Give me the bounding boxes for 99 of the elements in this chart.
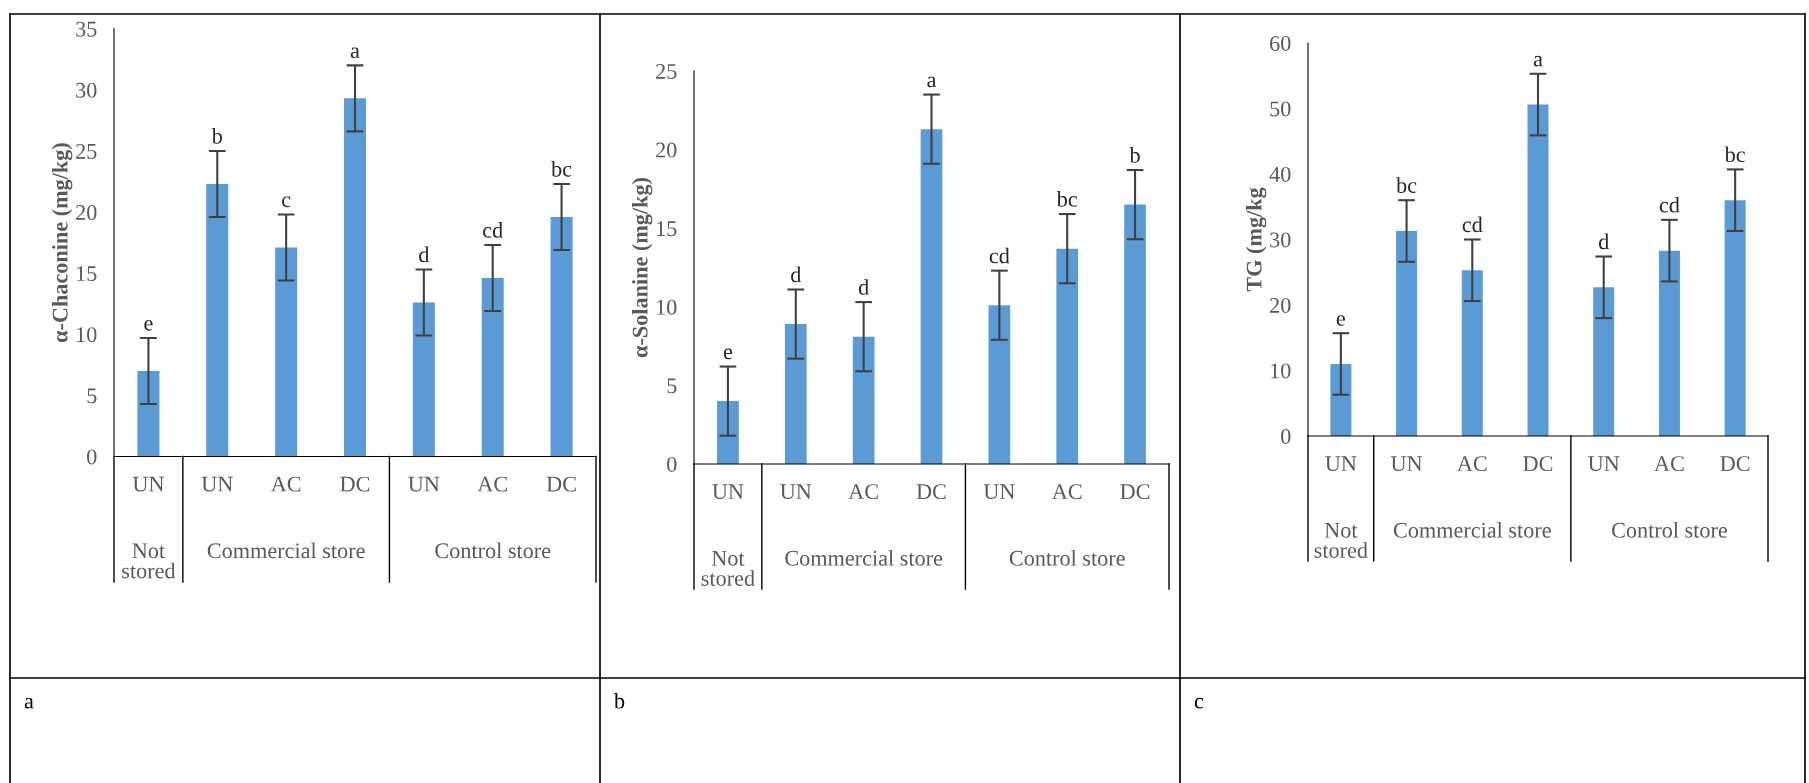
bar (920, 129, 943, 464)
text: Control store (435, 542, 551, 559)
text: Not stored (701, 550, 755, 586)
x-tick-label: UN (201, 476, 233, 492)
text: Commercial store (785, 550, 943, 566)
data-label: c (282, 196, 291, 208)
y-tick-label: 0 (1281, 428, 1291, 444)
x-tick-label: DC (1120, 484, 1150, 500)
y-tick-label: 10 (77, 327, 97, 343)
bar (1124, 204, 1146, 464)
text: Commercial store (207, 542, 365, 559)
y-tick-label: 10 (1271, 363, 1291, 379)
y-axis-title: α-Chaconine (mg/kg) (52, 143, 73, 343)
data-label: e (723, 348, 733, 360)
x-tick-label: DC (1523, 456, 1553, 472)
data-label: d (858, 279, 869, 295)
text: Not stored (122, 543, 176, 579)
y-tick-label: 30 (1270, 232, 1291, 248)
data-label: e (1336, 315, 1346, 326)
x-tick-label: DC (340, 476, 370, 492)
x-tick-label: AC (1457, 456, 1487, 472)
y-tick-label: 40 (1269, 166, 1291, 182)
y-tick-label: 30 (76, 82, 97, 98)
bar (481, 278, 504, 457)
y-tick-label: 25 (76, 143, 97, 159)
bar (412, 302, 435, 457)
y-tick-label: 25 (656, 63, 677, 79)
x-tick-label: UN (712, 484, 744, 500)
data-label: cd (1659, 196, 1680, 213)
y-axis-title: α-Solanine (mg/kg) (632, 178, 653, 358)
data-label: cd (989, 247, 1010, 264)
x-tick-label: AC (477, 476, 507, 492)
text: Control store (1612, 522, 1727, 538)
bar (1724, 200, 1746, 436)
y-tick-label: 50 (1270, 101, 1291, 117)
x-tick-label: UN (983, 484, 1015, 500)
text: Commercial store (1393, 522, 1551, 538)
x-tick-label: UN (1588, 456, 1620, 472)
y-tick-label: 10 (657, 299, 677, 315)
data-label: d (1598, 233, 1609, 250)
data-label: bc (1396, 177, 1417, 193)
y-tick-label: 0 (87, 449, 97, 465)
bar (206, 183, 229, 457)
bar (1461, 270, 1483, 436)
bar (137, 370, 160, 457)
text: b (614, 692, 625, 709)
text: a (24, 697, 34, 709)
bar (275, 247, 298, 457)
y-tick-label: 20 (76, 204, 97, 220)
text: Not stored (1314, 522, 1368, 558)
data-label: d (419, 246, 430, 263)
bar (1056, 248, 1079, 464)
data-label: a (927, 76, 937, 88)
bar (1527, 104, 1549, 436)
data-label: bc (1056, 191, 1078, 207)
x-tick-label: AC (270, 476, 301, 492)
y-tick-label: 5 (87, 388, 97, 404)
x-tick-label: UN (1390, 456, 1423, 472)
bar (1658, 250, 1680, 436)
y-tick-label: 0 (667, 456, 677, 472)
bar (343, 98, 367, 457)
bar (1396, 230, 1418, 436)
x-tick-label: UN (408, 476, 440, 492)
bar (717, 401, 739, 464)
bar (852, 336, 875, 464)
bar (550, 216, 573, 457)
y-axis-title: TG (mg/kg (1246, 187, 1267, 292)
data-label: cd (1462, 216, 1483, 233)
x-tick-label: DC (916, 484, 946, 500)
data-label: bc (1724, 146, 1745, 163)
y-tick-label: 15 (657, 221, 677, 237)
y-tick-label: 20 (1270, 297, 1291, 313)
y-tick-label: 60 (1270, 35, 1291, 51)
x-tick-label: DC (1720, 456, 1750, 472)
data-label: a (1533, 55, 1543, 67)
data-label: b (211, 128, 222, 144)
y-tick-label: 15 (77, 266, 97, 282)
x-tick-label: UN (1325, 456, 1357, 472)
bar (1593, 287, 1615, 436)
data-label: bc (551, 161, 572, 177)
bar (784, 324, 807, 464)
y-tick-label: 20 (656, 142, 677, 158)
data-label: a (350, 47, 360, 59)
bar (1330, 363, 1352, 436)
text: c (1194, 697, 1204, 709)
x-tick-label: UN (132, 476, 164, 492)
data-label: d (791, 266, 802, 283)
y-tick-label: 35 (76, 21, 97, 37)
x-tick-label: AC (848, 484, 878, 500)
text: Control store (1009, 550, 1125, 566)
data-label: e (144, 319, 153, 331)
y-tick-label: 5 (667, 378, 677, 394)
data-label: b (1129, 147, 1140, 163)
x-tick-label: AC (1052, 484, 1082, 500)
bar (988, 305, 1011, 464)
x-tick-label: AC (1654, 456, 1684, 472)
x-tick-label: DC (546, 476, 576, 492)
x-tick-label: UN (780, 484, 812, 500)
data-label: cd (483, 222, 503, 238)
